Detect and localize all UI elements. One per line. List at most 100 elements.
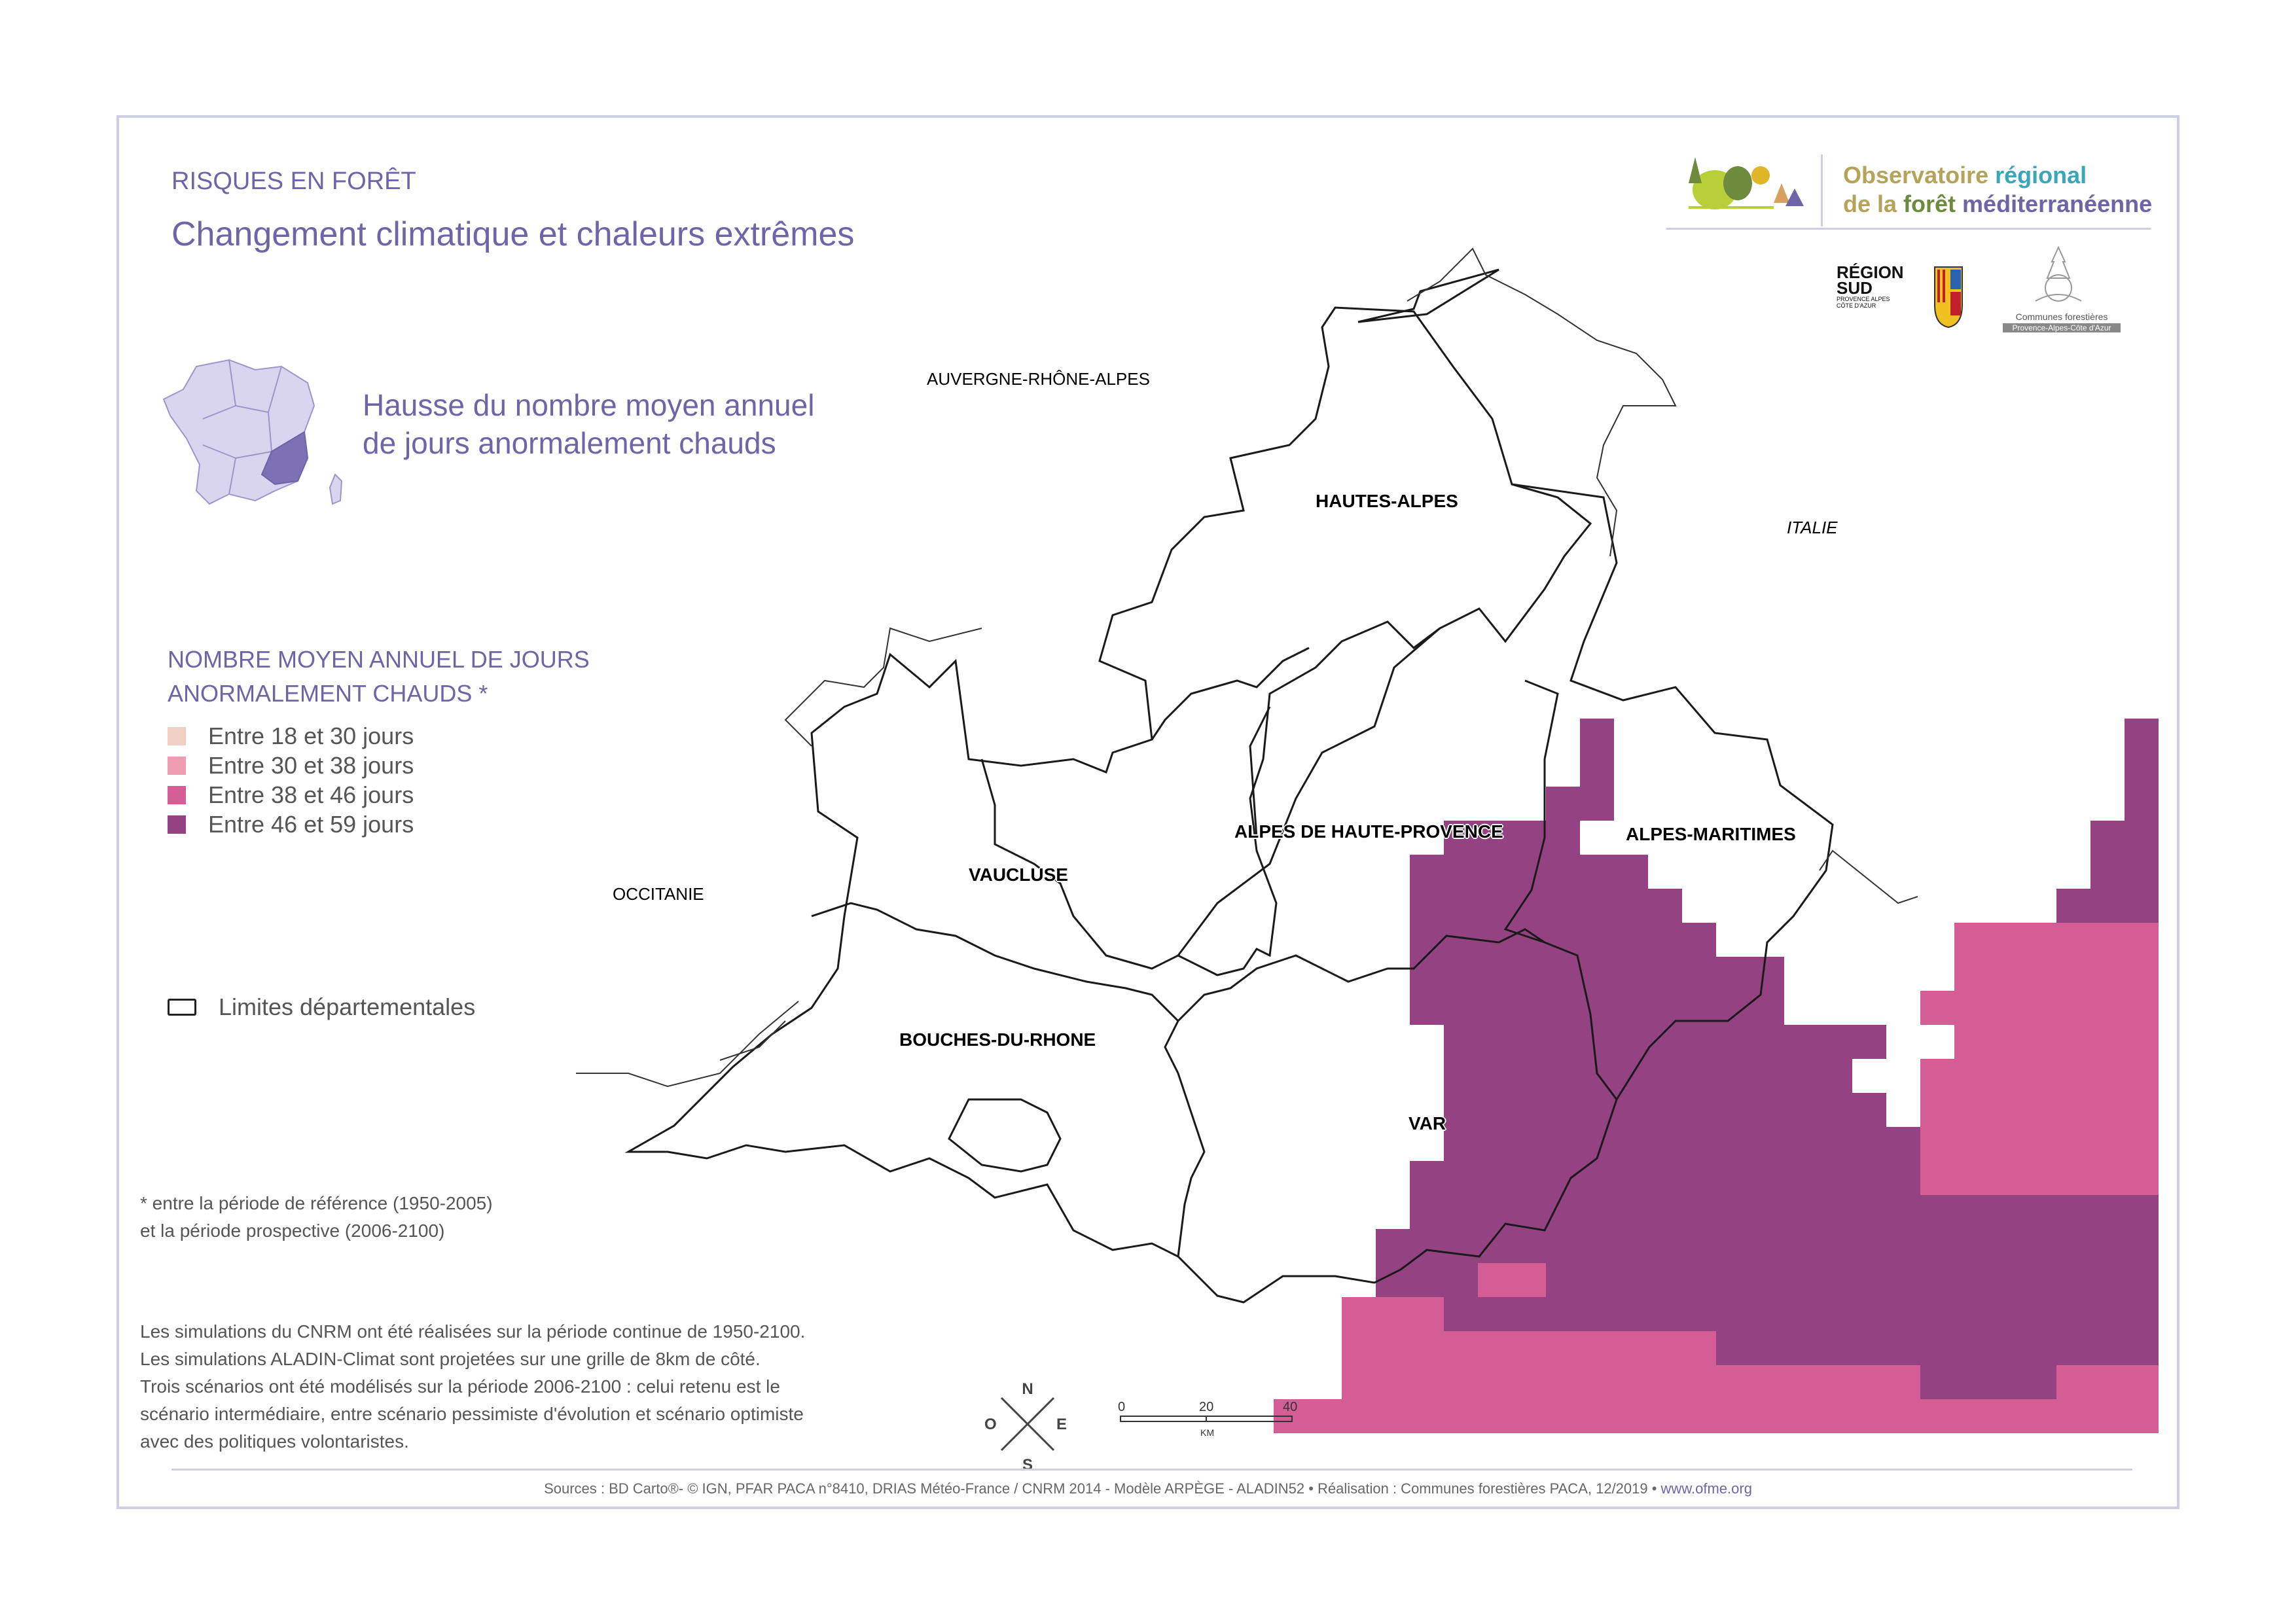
grid-cell [1682, 1161, 1716, 1195]
grid-cell [1308, 1399, 1342, 1433]
grid-cell [1716, 1195, 1750, 1229]
grid-cell [1648, 1297, 1682, 1331]
grid-cell [1886, 1399, 1920, 1433]
grid-cell [2125, 1229, 2159, 1263]
grid-cell [2056, 1161, 2090, 1195]
grid-cell [1580, 753, 1614, 787]
grid-cell [1954, 1365, 1988, 1399]
grid-cell [1614, 991, 1648, 1025]
grid-cell [1750, 1025, 1784, 1059]
dept-line [1249, 706, 1271, 838]
grid-cell [1512, 1093, 1546, 1127]
grid-cell [1512, 855, 1546, 889]
grid-cell [1410, 991, 1444, 1025]
grid-cell [1512, 1365, 1546, 1399]
grid-cell [1478, 1127, 1512, 1161]
grid-cell [1546, 889, 1580, 923]
limits-swatch [168, 999, 196, 1016]
dept-line [1503, 679, 1618, 1100]
dept-line [811, 902, 1179, 1022]
legend-item: Entre 38 et 46 jours [168, 780, 414, 810]
grid-cell [1444, 855, 1478, 889]
grid-cell [1716, 1127, 1750, 1161]
grid-cell [1342, 1331, 1376, 1365]
grid-cell [1410, 1161, 1444, 1195]
grid-cell [1886, 1127, 1920, 1161]
grid-cell [1852, 1365, 1886, 1399]
grid-cell [1818, 1161, 1852, 1195]
legend-title-line-2: ANORMALEMENT CHAUDS * [168, 680, 488, 707]
footnote-line-1: * entre la période de référence (1950-20… [140, 1193, 493, 1213]
label-auvergne: AUVERGNE-RHÔNE-ALPES [927, 369, 1150, 389]
neighbour-borders [576, 247, 1918, 1088]
grid-cell [1648, 957, 1682, 991]
grid-cell [1648, 1161, 1682, 1195]
grid-cell [1716, 1365, 1750, 1399]
grid-cell [1750, 1399, 1784, 1433]
grid-cell [2022, 1059, 2056, 1093]
grid-cell [2022, 1263, 2056, 1297]
grid-cell [1614, 1331, 1648, 1365]
grid-cell [1546, 1059, 1580, 1093]
department-boundaries [624, 268, 1834, 1304]
grid-cell [1376, 1297, 1410, 1331]
grid-cell [1512, 1025, 1546, 1059]
ofme-text-part: régional [1995, 162, 2087, 188]
grid-cell [1818, 1297, 1852, 1331]
grid-cell [1920, 1297, 1954, 1331]
grid-cell [1648, 1093, 1682, 1127]
grid-cell [1410, 1331, 1444, 1365]
grid-cell [1444, 991, 1478, 1025]
grid-cell [1546, 991, 1580, 1025]
grid-cell [2022, 1161, 2056, 1195]
grid-cell [1478, 889, 1512, 923]
footnote-line-2: et la période prospective (2006-2100) [140, 1221, 445, 1241]
scale-unit: KM [1200, 1427, 1214, 1438]
grid-cell [1580, 855, 1614, 889]
grid-cell [1818, 1127, 1852, 1161]
label-occitanie: OCCITANIE [613, 884, 704, 904]
grid-cell [2056, 1195, 2090, 1229]
grid-cell [1444, 1365, 1478, 1399]
method-line-2: Les simulations ALADIN-Climat sont proje… [140, 1349, 761, 1369]
grid-cell [1478, 855, 1512, 889]
grid-cell [1682, 957, 1716, 991]
grid-cell [1784, 1229, 1818, 1263]
grid-cell [1886, 1331, 1920, 1365]
grid-cell [1818, 1399, 1852, 1433]
grid-cell [2056, 1229, 2090, 1263]
paca-region [260, 431, 309, 486]
grid-cell [1750, 1195, 1784, 1229]
grid-cell [1716, 1161, 1750, 1195]
grid-cell [1750, 1263, 1784, 1297]
region-line-2: SUD [1837, 278, 1873, 298]
region-sud-logo: RÉGION SUD PROVENCE ALPES CÔTE D'AZUR [1837, 264, 1904, 309]
grid-cell [2056, 889, 2090, 923]
grid-cell [1614, 889, 1648, 923]
grid-cell [2125, 1127, 2159, 1161]
grid-cell [1444, 889, 1478, 923]
grid-cell [1784, 1127, 1818, 1161]
grid-cell [1478, 991, 1512, 1025]
grid-cell [1716, 1093, 1750, 1127]
grid-cell [1478, 1331, 1512, 1365]
grid-cell [1614, 1229, 1648, 1263]
grid-cell [1478, 957, 1512, 991]
grid-cell [1954, 923, 1988, 957]
grid-cell [2125, 855, 2159, 889]
grid-cell [1580, 787, 1614, 821]
grid-cell [2056, 1263, 2090, 1297]
grid-cell [1478, 821, 1512, 855]
grid-cell [1444, 1025, 1478, 1059]
sources-link[interactable]: www.ofme.org [1660, 1480, 1752, 1497]
grid-cell [1954, 1025, 1988, 1059]
grid-cell [2125, 787, 2159, 821]
grid-cell [1648, 889, 1682, 923]
grid-cell [1784, 1059, 1818, 1093]
grid-cell [1954, 957, 1988, 991]
grid-cell [2125, 1297, 2159, 1331]
logo-separator [1821, 154, 1823, 226]
label-hautes-alpes: HAUTES-ALPES [1316, 491, 1458, 511]
grid-cell [1954, 1093, 1988, 1127]
grid-cell [1444, 1161, 1478, 1195]
